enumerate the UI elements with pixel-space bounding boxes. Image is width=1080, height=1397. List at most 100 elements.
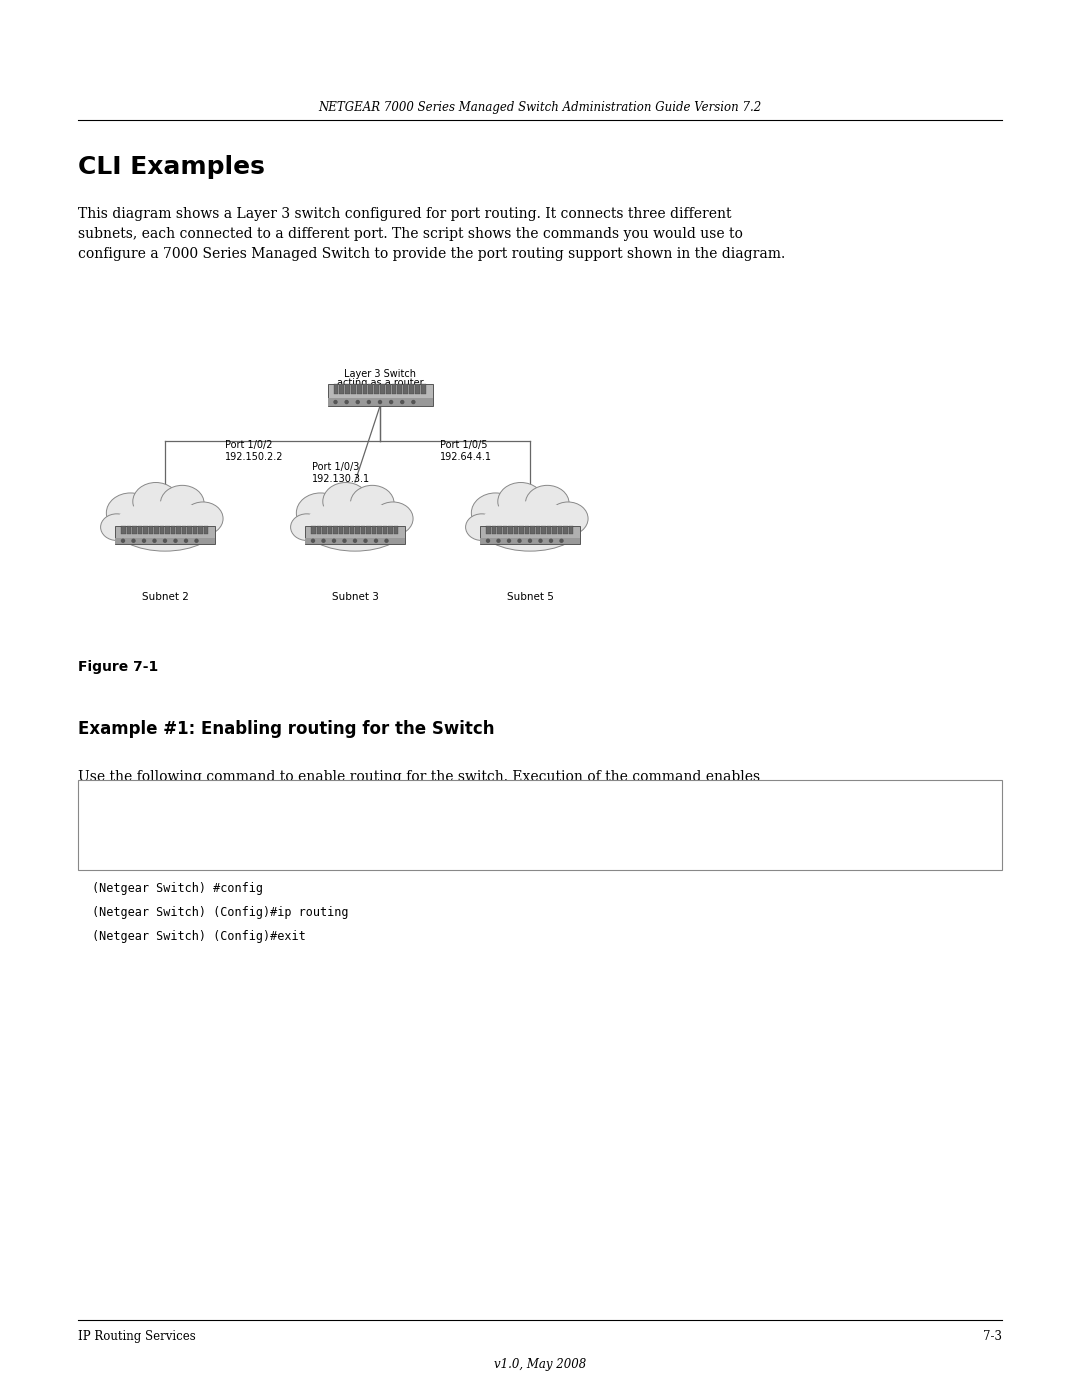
- Bar: [346, 384, 350, 394]
- Bar: [305, 538, 405, 543]
- Text: Layer 3 Switch: Layer 3 Switch: [345, 369, 416, 379]
- Bar: [409, 384, 414, 394]
- Bar: [143, 525, 148, 534]
- Circle shape: [143, 539, 146, 542]
- Bar: [316, 525, 321, 534]
- Bar: [305, 527, 405, 543]
- Ellipse shape: [480, 502, 581, 549]
- Bar: [421, 384, 426, 394]
- Bar: [557, 525, 562, 534]
- Bar: [78, 780, 1002, 870]
- Text: IP Routing Services: IP Routing Services: [78, 1330, 195, 1343]
- Text: 7-3: 7-3: [983, 1330, 1002, 1343]
- Circle shape: [195, 539, 198, 542]
- Bar: [160, 525, 164, 534]
- Bar: [372, 525, 376, 534]
- Bar: [137, 525, 141, 534]
- Text: v1.0, May 2008: v1.0, May 2008: [494, 1358, 586, 1370]
- Ellipse shape: [183, 502, 224, 535]
- Bar: [536, 525, 540, 534]
- Bar: [192, 525, 197, 534]
- Bar: [541, 525, 545, 534]
- Bar: [491, 525, 496, 534]
- Circle shape: [364, 539, 367, 542]
- Bar: [355, 525, 360, 534]
- Ellipse shape: [106, 493, 154, 532]
- Bar: [322, 525, 326, 534]
- Bar: [176, 525, 180, 534]
- Bar: [568, 525, 573, 534]
- Circle shape: [153, 539, 156, 542]
- Bar: [480, 527, 580, 543]
- Circle shape: [528, 539, 531, 542]
- Circle shape: [375, 539, 378, 542]
- Bar: [350, 525, 354, 534]
- Bar: [181, 525, 186, 534]
- Ellipse shape: [525, 485, 569, 521]
- Bar: [497, 525, 501, 534]
- Circle shape: [121, 539, 124, 542]
- Bar: [121, 525, 125, 534]
- Bar: [397, 384, 402, 394]
- Bar: [132, 525, 136, 534]
- Bar: [374, 384, 379, 394]
- Circle shape: [132, 539, 135, 542]
- Ellipse shape: [305, 502, 406, 549]
- Ellipse shape: [498, 482, 544, 521]
- Bar: [368, 384, 374, 394]
- Text: Subnet 5: Subnet 5: [507, 592, 553, 602]
- Bar: [393, 525, 399, 534]
- Bar: [187, 525, 191, 534]
- Ellipse shape: [114, 502, 216, 549]
- Text: Use the following command to enable routing for the switch. Execution of the com: Use the following command to enable rout…: [78, 770, 760, 805]
- Circle shape: [367, 401, 370, 404]
- Bar: [392, 384, 396, 394]
- Ellipse shape: [291, 514, 323, 541]
- Circle shape: [174, 539, 177, 542]
- Bar: [513, 525, 518, 534]
- Bar: [345, 525, 349, 534]
- Circle shape: [311, 539, 314, 542]
- Ellipse shape: [478, 499, 582, 552]
- Ellipse shape: [323, 482, 368, 521]
- Circle shape: [346, 401, 348, 404]
- Text: 192.150.2.2: 192.150.2.2: [225, 453, 283, 462]
- Bar: [334, 384, 338, 394]
- Circle shape: [353, 539, 356, 542]
- Text: Subnet 2: Subnet 2: [141, 592, 188, 602]
- Bar: [508, 525, 513, 534]
- Bar: [327, 384, 432, 407]
- Bar: [333, 525, 337, 534]
- Circle shape: [333, 539, 336, 542]
- Ellipse shape: [303, 499, 407, 552]
- Text: Example #1: Enabling routing for the Switch: Example #1: Enabling routing for the Swi…: [78, 719, 495, 738]
- Circle shape: [497, 539, 500, 542]
- Bar: [203, 525, 208, 534]
- Bar: [114, 527, 215, 543]
- Bar: [546, 525, 551, 534]
- Text: Figure 7-1: Figure 7-1: [78, 659, 159, 673]
- Bar: [351, 384, 355, 394]
- Bar: [171, 525, 175, 534]
- Text: acting as a router: acting as a router: [337, 379, 423, 388]
- Text: This diagram shows a Layer 3 switch configured for port routing. It connects thr: This diagram shows a Layer 3 switch conf…: [78, 207, 785, 261]
- Bar: [361, 525, 365, 534]
- Bar: [380, 384, 384, 394]
- Ellipse shape: [133, 482, 179, 521]
- Circle shape: [401, 401, 404, 404]
- Bar: [366, 525, 370, 534]
- Circle shape: [322, 539, 325, 542]
- Circle shape: [550, 539, 553, 542]
- Bar: [311, 525, 315, 534]
- Ellipse shape: [100, 514, 133, 541]
- Bar: [563, 525, 567, 534]
- Bar: [530, 525, 535, 534]
- Text: (Netgear Switch) (Config)#ip routing: (Netgear Switch) (Config)#ip routing: [92, 907, 349, 919]
- Circle shape: [163, 539, 166, 542]
- Text: 192.64.4.1: 192.64.4.1: [440, 453, 492, 462]
- Bar: [552, 525, 556, 534]
- Bar: [502, 525, 507, 534]
- Circle shape: [356, 401, 360, 404]
- Bar: [519, 525, 524, 534]
- Circle shape: [384, 539, 388, 542]
